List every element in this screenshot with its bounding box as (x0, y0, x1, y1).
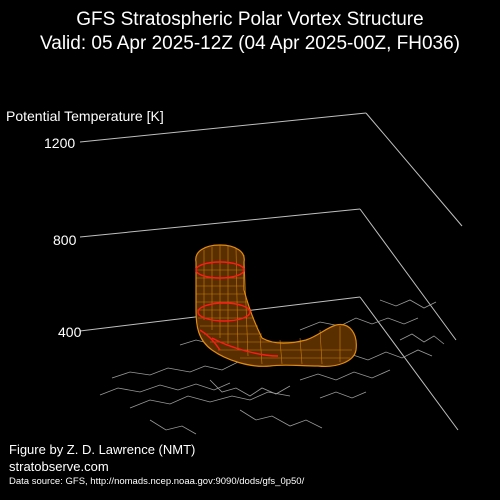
contour-ring (199, 329, 221, 351)
coastline-path (299, 369, 391, 381)
vertical-axis-label: Potential Temperature [K] (6, 108, 164, 124)
figure-subtitle: Valid: 05 Apr 2025-12Z (04 Apr 2025-00Z,… (39, 33, 460, 54)
grid-line-1200 (79, 112, 367, 143)
contour-ring (197, 302, 251, 322)
coastline-path (239, 409, 323, 429)
vortex-contours (195, 261, 279, 357)
author-credit: Figure by Z. D. Lawrence (NMT) (9, 442, 196, 457)
vortex-mesh (196, 245, 352, 365)
coastline-path (379, 299, 437, 309)
grid-line-1200-depth (365, 112, 463, 227)
figure-title: GFS Stratospheric Polar Vortex Structure (76, 9, 424, 30)
grid-line-400-depth (359, 296, 459, 431)
grid-line-800 (79, 208, 361, 238)
coastline-path (99, 382, 231, 396)
coastline-path (399, 333, 445, 345)
site-credit: stratobserve.com (9, 459, 109, 474)
coastline-path (299, 317, 419, 331)
coastline-path (129, 391, 291, 409)
contour-ring (195, 261, 245, 279)
axis-grid (79, 112, 463, 431)
coastline-path (319, 391, 367, 399)
coastline-map (99, 299, 445, 435)
tick-label-800: 800 (53, 232, 77, 248)
coastline-path (209, 379, 291, 397)
grid-line-800-depth (359, 208, 457, 341)
tick-label-1200: 1200 (44, 135, 76, 151)
data-source-note: Data source: GFS, http://nomads.ncep.noa… (9, 476, 305, 487)
polar-vortex-isosurface (195, 244, 357, 367)
coastline-path (149, 419, 197, 435)
contour-ring (211, 337, 279, 357)
tick-label-400: 400 (58, 324, 82, 340)
